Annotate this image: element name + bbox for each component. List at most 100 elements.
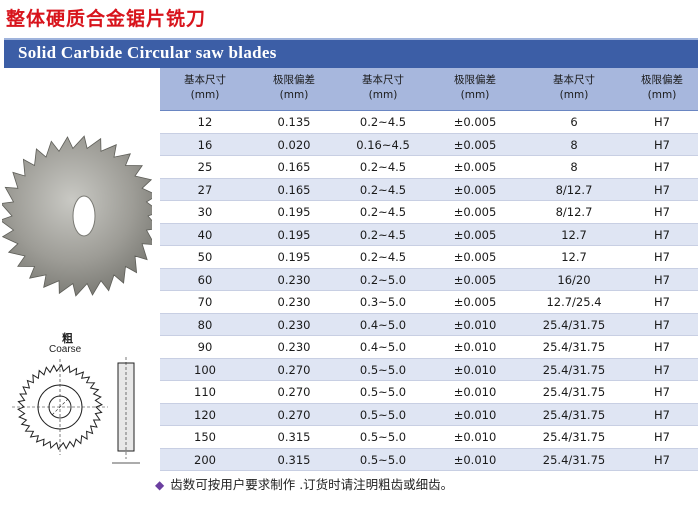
table-row: 120 0.270 0.5~5.0 ±0.010 25.4/31.75 H7	[160, 403, 698, 426]
table-row: 50 0.195 0.2~4.5 ±0.005 12.7 H7	[160, 246, 698, 269]
table-row: 25 0.165 0.2~4.5 ±0.005 8 H7	[160, 156, 698, 179]
table-cell: 0.2~4.5	[359, 227, 407, 242]
table-cell: 0.5~5.0	[359, 407, 407, 422]
table-cell: 0.135	[277, 115, 311, 129]
header-label: 基本尺寸	[553, 74, 595, 86]
table-cell: 25.4/31.75	[542, 407, 606, 422]
table-cell: ±0.010	[453, 385, 497, 399]
table-cell: 0.230	[277, 317, 311, 332]
table-cell: 12	[197, 115, 213, 129]
table-row: 60 0.230 0.2~5.0 ±0.005 16/20 H7	[160, 268, 698, 291]
table-cell: 90	[197, 340, 213, 354]
table-cell: 0.2~4.5	[359, 115, 407, 129]
table-row: 100 0.270 0.5~5.0 ±0.010 25.4/31.75 H7	[160, 358, 698, 381]
header-unit: (mm)	[460, 89, 490, 101]
table-cell: 6	[570, 115, 578, 129]
table-cell: 16	[197, 137, 213, 152]
table-cell: 12.7	[561, 227, 587, 242]
table-cell: H7	[654, 430, 670, 444]
table-cell: 80	[197, 317, 213, 332]
table-row: 200 0.315 0.5~5.0 ±0.010 25.4/31.75 H7	[160, 448, 698, 471]
table-row: 40 0.195 0.2~4.5 ±0.005 12.7 H7	[160, 223, 698, 246]
table-cell: H7	[654, 452, 670, 467]
table-cell: H7	[654, 295, 670, 309]
col-header-4: 极限偏差 (mm)	[428, 73, 522, 103]
table-cell: 27	[197, 182, 213, 197]
coarse-tooth-drawing	[12, 357, 140, 464]
table-cell: ±0.010	[453, 430, 497, 444]
header-label: 基本尺寸	[362, 74, 404, 86]
table-cell: 0.5~5.0	[359, 362, 407, 377]
table-cell: 200	[194, 452, 216, 467]
table-cell: H7	[654, 340, 670, 354]
table-cell: 0.2~4.5	[359, 250, 407, 264]
table-cell: 0.165	[277, 182, 311, 197]
table-cell: 0.270	[277, 385, 311, 399]
table-cell: 0.195	[277, 227, 311, 242]
table-cell: ±0.005	[453, 250, 497, 264]
table-cell: 50	[197, 250, 213, 264]
blade-body	[2, 135, 152, 297]
col-header-6: 极限偏差 (mm)	[626, 73, 698, 103]
table-row: 12 0.135 0.2~4.5 ±0.005 6 H7	[160, 111, 698, 134]
table-cell: 25.4/31.75	[542, 340, 606, 354]
table-cell: 0.020	[277, 137, 311, 152]
diamond-bullet-icon: ◆	[155, 478, 165, 492]
table-cell: 0.270	[277, 362, 311, 377]
table-cell: 120	[194, 407, 216, 422]
table-cell: 0.3~5.0	[359, 295, 407, 309]
table-cell: ±0.005	[453, 137, 497, 152]
table-cell: 0.165	[277, 160, 311, 174]
table-cell: H7	[654, 385, 670, 399]
table-cell: H7	[654, 115, 670, 129]
table-cell: ±0.010	[453, 362, 497, 377]
table-cell: 0.270	[277, 407, 311, 422]
col-header-1: 基本尺寸 (mm)	[160, 73, 250, 103]
table-cell: 150	[194, 430, 216, 444]
saw-blade-image	[2, 135, 152, 297]
table-row: 27 0.165 0.2~4.5 ±0.005 8/12.7 H7	[160, 178, 698, 201]
table-cell: 0.5~5.0	[359, 385, 407, 399]
table-cell: 25.4/31.75	[542, 362, 606, 377]
table-cell: H7	[654, 182, 670, 197]
table-cell: 12.7	[561, 250, 587, 264]
table-cell: 0.16~4.5	[356, 137, 410, 152]
banner-title: Solid Carbide Circular saw blades	[18, 43, 277, 62]
table-cell: H7	[654, 272, 670, 287]
table-cell: H7	[654, 362, 670, 377]
table-cell: 0.195	[277, 205, 311, 219]
table-cell: 0.315	[277, 452, 311, 467]
table-cell: 0.2~4.5	[359, 160, 407, 174]
table-cell: ±0.005	[453, 272, 497, 287]
table-cell: 0.2~5.0	[359, 272, 407, 287]
table-cell: 40	[197, 227, 213, 242]
table-cell: 0.195	[277, 250, 311, 264]
header-label: 极限偏差	[454, 74, 496, 86]
table-cell: 25.4/31.75	[542, 385, 606, 399]
col-header-2: 极限偏差 (mm)	[250, 73, 338, 103]
table-cell: ±0.005	[453, 160, 497, 174]
spec-table: 基本尺寸 (mm) 极限偏差 (mm) 基本尺寸 (mm) 极限偏差 (mm) …	[160, 68, 698, 471]
table-cell: ±0.010	[453, 340, 497, 354]
coarse-label-en: Coarse	[49, 344, 82, 355]
table-cell: 8/12.7	[555, 182, 593, 197]
table-cell: H7	[654, 205, 670, 219]
table-cell: 8	[570, 160, 578, 174]
header-unit: (mm)	[559, 89, 589, 101]
table-cell: H7	[654, 137, 670, 152]
table-cell: 100	[194, 362, 216, 377]
table-cell: 25.4/31.75	[542, 317, 606, 332]
table-body: 12 0.135 0.2~4.5 ±0.005 6 H7 16 0.020 0.16~4.5 ±0…	[160, 111, 698, 471]
header-label: 极限偏差	[641, 74, 683, 86]
table-cell: 0.4~5.0	[359, 317, 407, 332]
col-header-3: 基本尺寸 (mm)	[338, 73, 428, 103]
coarse-label-cn: 粗	[62, 332, 73, 345]
table-row: 70 0.230 0.3~5.0 ±0.005 12.7/25.4 H7	[160, 291, 698, 314]
table-cell: 8/12.7	[555, 205, 593, 219]
table-cell: H7	[654, 227, 670, 242]
table-cell: ±0.010	[453, 452, 497, 467]
table-cell: ±0.005	[453, 205, 497, 219]
table-cell: 0.230	[277, 272, 311, 287]
table-cell: ±0.010	[453, 407, 497, 422]
table-cell: ±0.005	[453, 115, 497, 129]
